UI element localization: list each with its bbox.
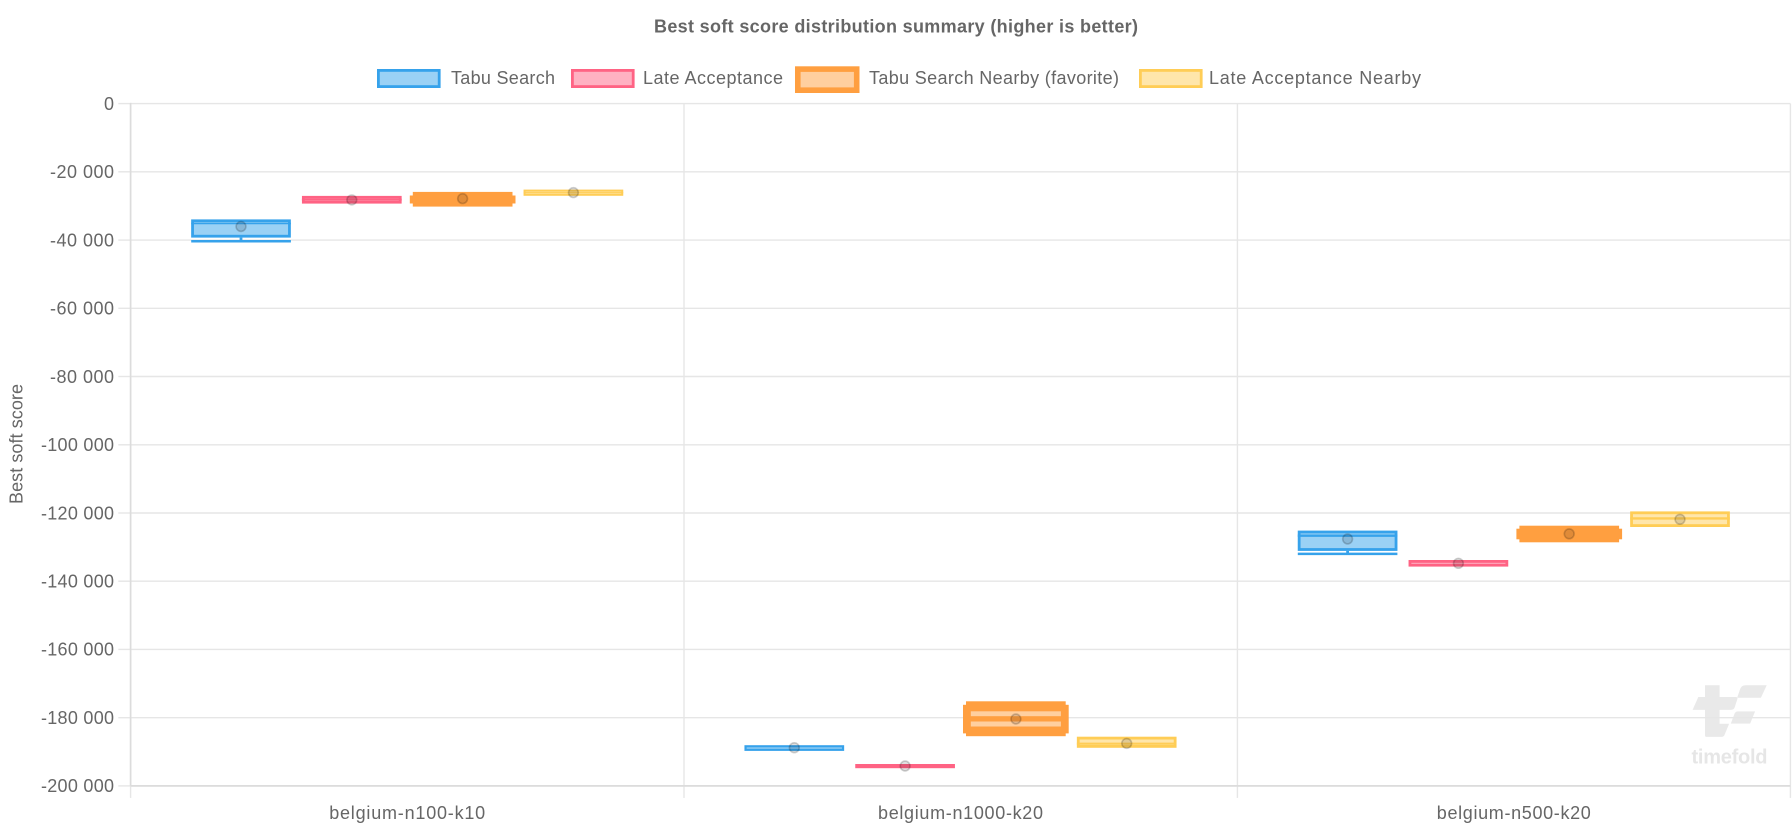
svg-text:-80 000: -80 000	[50, 367, 114, 387]
svg-text:0: 0	[104, 94, 114, 114]
svg-text:belgium-n500-k20: belgium-n500-k20	[1437, 803, 1591, 823]
svg-text:-200 000: -200 000	[41, 776, 114, 796]
svg-text:-40 000: -40 000	[50, 230, 114, 250]
svg-text:-100 000: -100 000	[41, 435, 114, 455]
svg-text:timefold: timefold	[1692, 747, 1768, 769]
svg-text:-180 000: -180 000	[41, 708, 114, 728]
svg-text:Best soft score distribution s: Best soft score distribution summary (hi…	[654, 17, 1138, 37]
svg-text:belgium-n100-k10: belgium-n100-k10	[329, 803, 485, 823]
svg-text:Tabu Search: Tabu Search	[451, 68, 555, 88]
svg-text:-160 000: -160 000	[41, 640, 114, 660]
svg-text:Best soft score: Best soft score	[7, 384, 27, 504]
svg-text:-60 000: -60 000	[50, 299, 114, 319]
svg-text:-20 000: -20 000	[50, 162, 114, 182]
svg-text:Tabu Search Nearby (favorite): Tabu Search Nearby (favorite)	[869, 68, 1119, 88]
svg-text:belgium-n1000-k20: belgium-n1000-k20	[878, 803, 1043, 823]
svg-text:-120 000: -120 000	[41, 503, 114, 523]
svg-text:Late Acceptance Nearby: Late Acceptance Nearby	[1209, 68, 1421, 88]
svg-text:-140 000: -140 000	[41, 572, 114, 592]
svg-text:Late Acceptance: Late Acceptance	[643, 68, 783, 88]
